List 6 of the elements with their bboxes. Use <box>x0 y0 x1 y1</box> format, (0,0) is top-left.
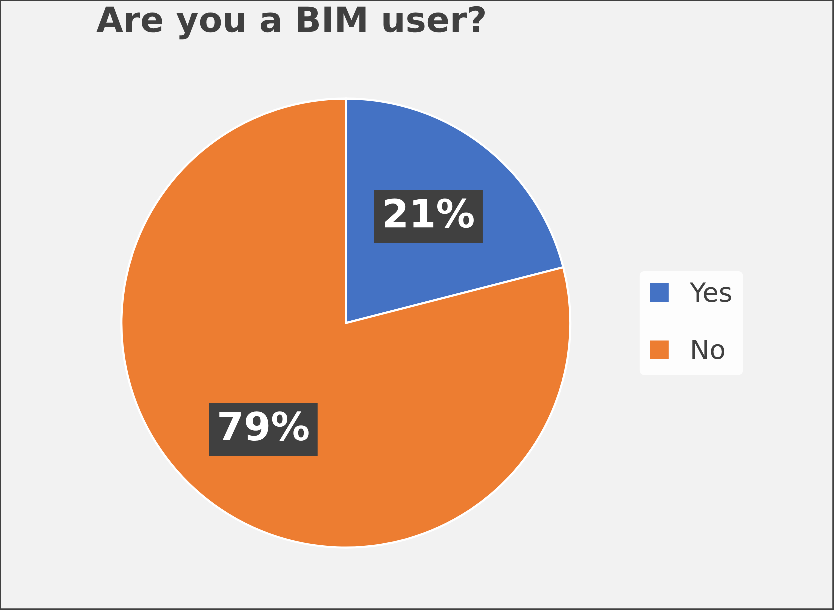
data-label: 79% <box>220 412 309 442</box>
legend-label: Yes <box>690 282 732 302</box>
chart-title: Are you a BIM user? <box>96 6 485 40</box>
pie-slice <box>120 98 572 549</box>
data-label: 21% <box>385 198 474 228</box>
legend-label: No <box>692 340 724 360</box>
